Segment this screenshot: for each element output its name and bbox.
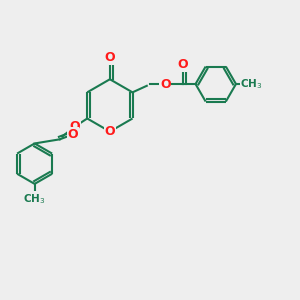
Text: O: O [160,77,170,91]
Text: CH$_3$: CH$_3$ [241,77,263,91]
Text: O: O [105,125,115,138]
Text: O: O [105,51,115,64]
Text: O: O [69,120,80,133]
Text: CH$_3$: CH$_3$ [23,192,46,206]
Text: O: O [178,58,188,71]
Text: O: O [67,128,78,141]
